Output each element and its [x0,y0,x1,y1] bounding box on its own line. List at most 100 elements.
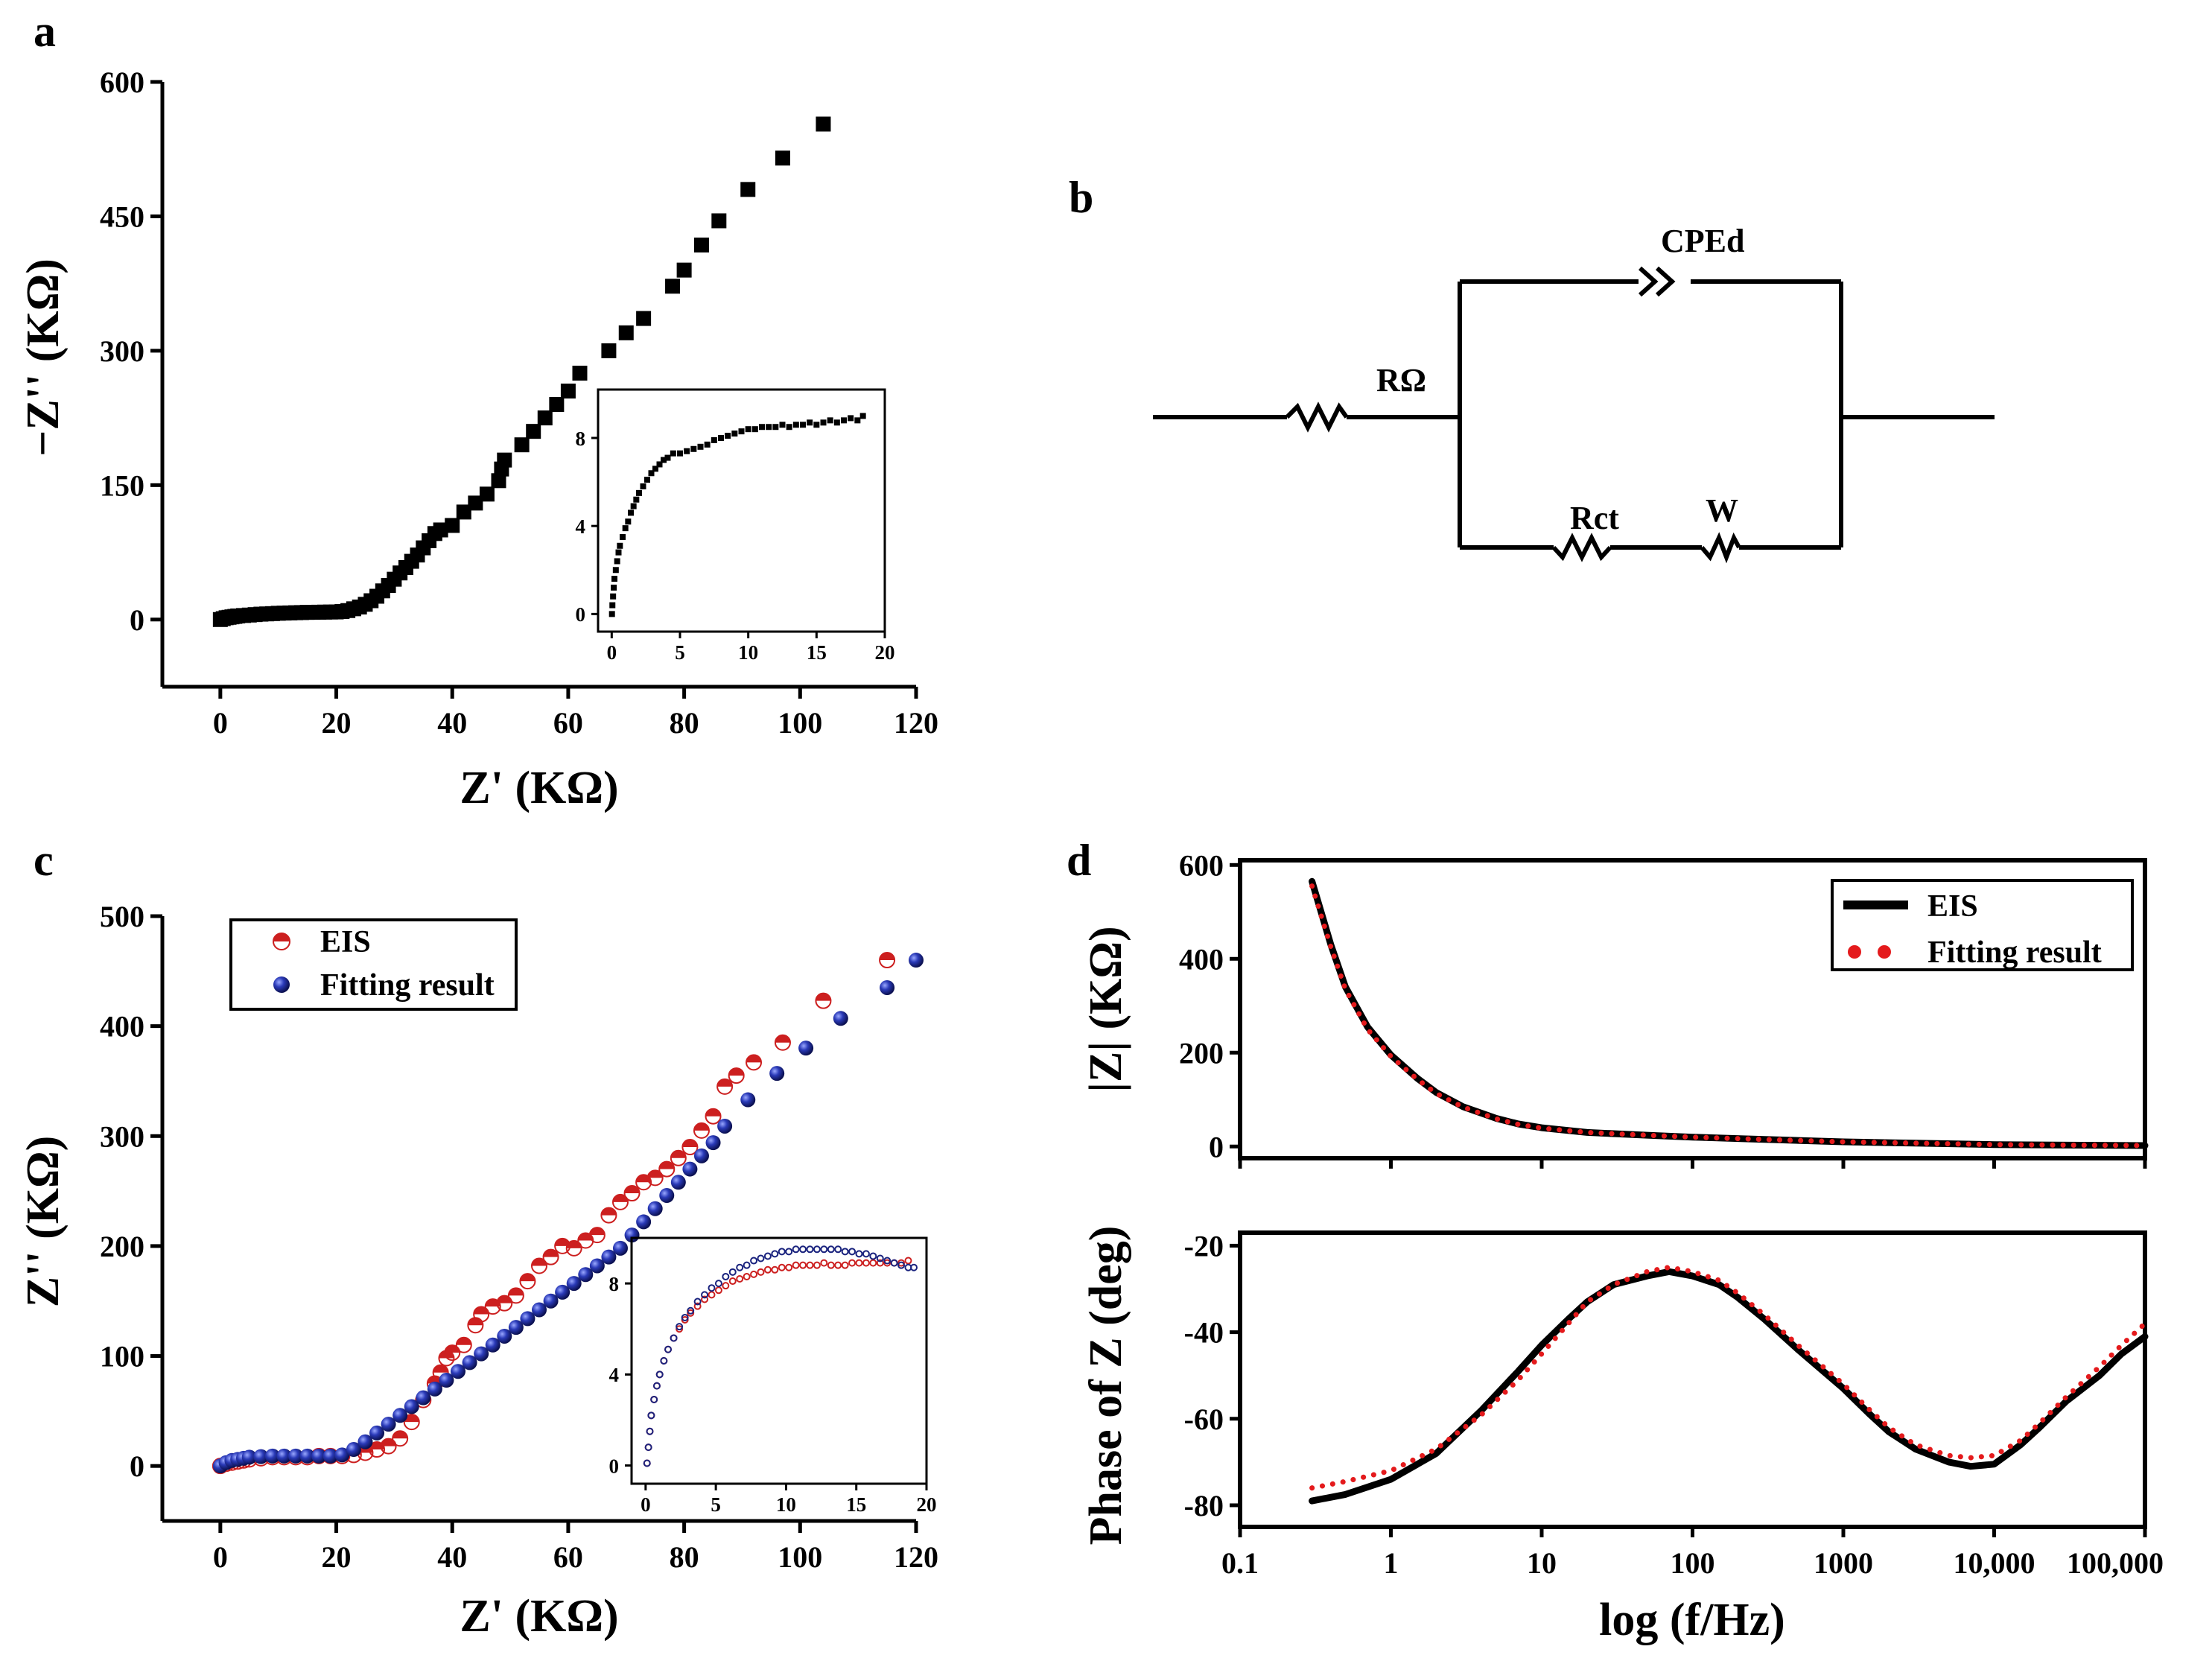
eis-point [507,1287,524,1304]
legend-fit-dot [1848,945,1861,959]
panel-b-circuit [1153,266,1995,564]
x-tick-label: 10 [1527,1546,1557,1580]
inset-fit-point [660,1357,668,1365]
inset-fit-point [743,1261,751,1269]
fit-point [451,1364,466,1379]
fit-point [589,1258,605,1274]
eis-point [879,952,896,969]
circuit-label-rct: Rct [1570,500,1619,536]
inset-eis-point [693,1302,702,1310]
fit-magnitude-line [1309,883,2148,1149]
inset-data-point [690,445,697,452]
eis-point [565,1239,582,1257]
fit-point [381,1417,396,1432]
fit-point [555,1284,571,1300]
inset-fit-point [869,1252,877,1260]
inset-eis-point [785,1263,793,1271]
inset-data-point [648,470,655,477]
inset-fit-point [681,1313,689,1321]
resistor-rct [1551,533,1612,562]
eis-point [635,1174,652,1191]
inset-eis-point [681,1316,689,1324]
data-point [514,437,530,453]
inset-eis-point [708,1291,716,1299]
legend-fit-label: Fitting result [320,968,495,1003]
inset-fit-point [736,1263,744,1271]
inset-data-point [640,483,646,489]
y-tick-label: 300 [100,334,144,368]
eis-point-top [508,1288,524,1296]
legend-fit-dot [1878,945,1891,959]
inset-eis-point [813,1261,821,1269]
inset-data-point [827,417,833,424]
y-tick-label: 0 [576,603,586,626]
data-point [560,384,576,399]
eis-point [623,1185,641,1202]
inset-data-point [611,584,617,591]
y-tick-label: 600 [100,66,144,99]
inset-data-point [772,424,779,431]
eis-point [746,1054,763,1071]
fit-point [346,1442,361,1458]
inset-eis-point [714,1286,722,1295]
fit-point [647,1201,663,1216]
x-tick-label: 120 [894,706,938,740]
fit-point [276,1448,292,1464]
fit-point [264,1448,280,1464]
inset-fit-point [792,1245,800,1254]
warburg-element [1700,532,1741,564]
inset-fit-point [646,1427,654,1435]
fit-point [670,1175,686,1190]
x-tick-label: 0 [213,706,228,740]
circuit-label-r-ohm: RΩ [1376,362,1426,398]
fit-point [717,1118,733,1134]
eis-point [392,1430,409,1447]
eis-point [646,1169,664,1187]
inset-data-point [617,542,623,549]
inset-data-point [652,466,658,472]
eis-point-top [532,1258,547,1266]
x-tick-label: 80 [670,1540,699,1574]
legend-eis-label: EIS [320,925,371,959]
inset-eis-point [757,1268,765,1276]
data-point [479,486,495,502]
inset-data-point [630,503,637,509]
inset-fit-point [897,1261,906,1269]
fit-point [288,1448,304,1464]
eis-point [705,1108,722,1125]
fit-point [253,1449,269,1464]
y-tick-label: -20 [1184,1229,1224,1262]
panel-d-phase: 0.1 1 10 100 1000 10,000 100,000 -80 -60 -40 -20 Ph… [1081,1226,2164,1645]
inset-fit-point [862,1250,870,1258]
inset-data-point [611,576,617,582]
inset-fit-point [820,1245,828,1254]
fit-point [439,1373,454,1388]
x-tick-label: 5 [675,641,685,664]
data-point [468,495,483,511]
inset-fit-point [728,1268,737,1276]
data-point [618,325,634,340]
x-tick-label: 1000 [1814,1546,1873,1580]
y-tick-label: 0 [1209,1130,1224,1163]
eis-point [588,1227,606,1244]
inset-fit-point [834,1245,842,1254]
inset-data-point [697,443,704,450]
legend-eis-label: EIS [1927,889,1978,924]
inset-data-point [625,518,632,525]
inset-data-point [792,422,799,428]
inset-fit-point [644,1443,652,1452]
inset-fit-point [693,1298,702,1306]
y-tick-label: 0 [130,603,144,637]
inset-fit-point [763,1252,772,1260]
inset-fit-point [647,1411,655,1420]
inset-data-point [622,525,629,532]
fit-point [601,1249,617,1265]
inset-data-point [807,419,813,426]
inset-eis-point [799,1261,807,1269]
y-tick-label: 8 [609,1273,620,1295]
fit-point [520,1311,535,1327]
inset-data-point [766,424,772,431]
fit-point [299,1448,315,1464]
eis-point-top [589,1227,605,1236]
